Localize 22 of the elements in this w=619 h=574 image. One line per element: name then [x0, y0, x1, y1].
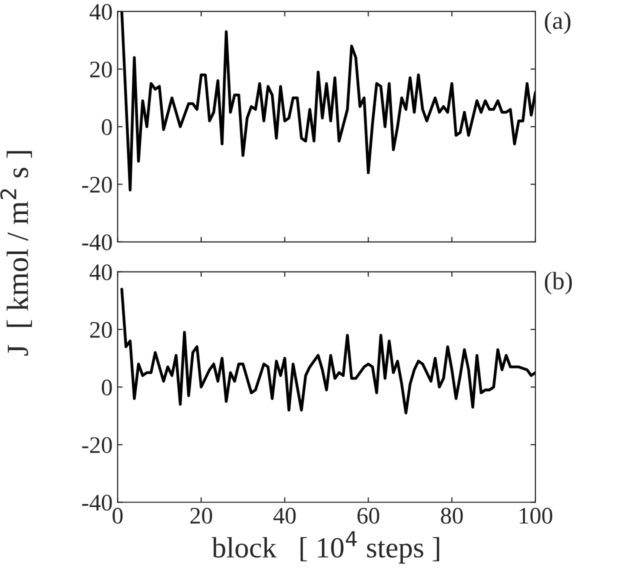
line-series — [120, 288, 536, 414]
x-tick-label: 40 — [273, 508, 296, 524]
chart-title: (a) — [544, 11, 570, 34]
x-tick-label: 20 — [190, 508, 212, 524]
chart-title: (b) — [544, 272, 572, 295]
line-series — [120, 11, 536, 192]
y-tick-label: 40 — [90, 264, 112, 280]
x-axis-title: block [ 10$^{4}$ steps ] — [212, 531, 440, 564]
y-tick-label: 0 — [102, 119, 112, 136]
x-tick-label: 100 — [520, 508, 552, 524]
y-tick-label: -20 — [82, 437, 112, 454]
y-tick-label: -20 — [82, 176, 112, 193]
y-tick-label: 0 — [102, 380, 112, 396]
y-tick-label: 40 — [90, 4, 112, 20]
y-axis-title: J [ kmol / m$^{2}$ s ] — [0, 151, 32, 356]
x-tick-label: 0 — [112, 508, 123, 524]
x-tick-label: 60 — [358, 508, 380, 524]
y-tick-label: -40 — [82, 234, 112, 250]
x-tick-label: 80 — [440, 508, 463, 524]
y-tick-label: 20 — [90, 62, 112, 78]
y-tick-label: -40 — [82, 494, 112, 511]
y-tick-label: 20 — [90, 322, 112, 338]
